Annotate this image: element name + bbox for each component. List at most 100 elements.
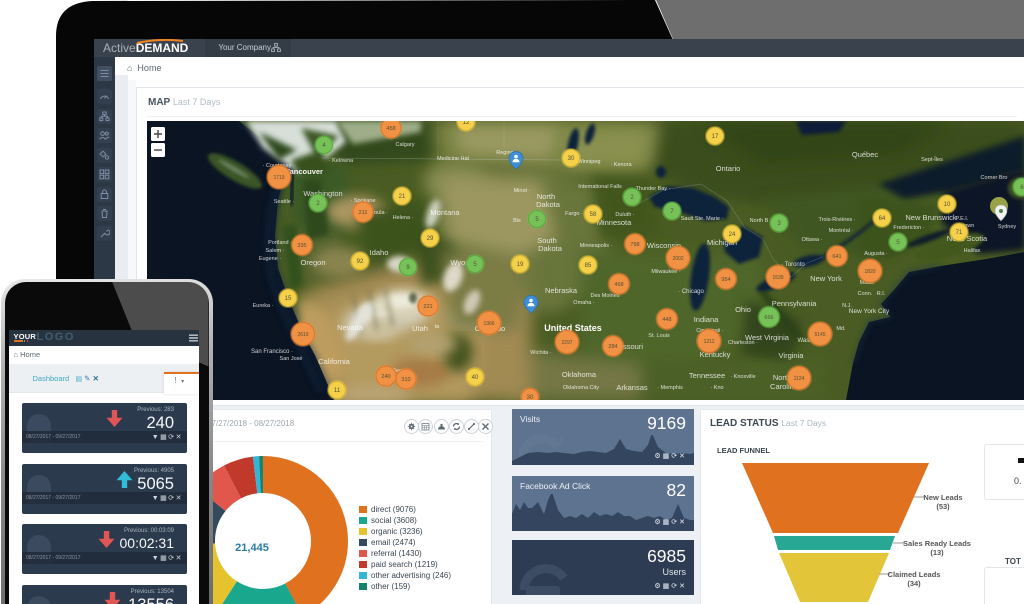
svg-text:Winnipeg: Winnipeg bbox=[578, 159, 601, 165]
svg-text:4: 4 bbox=[322, 143, 326, 149]
svg-text:Seattle ·: Seattle · bbox=[274, 199, 295, 205]
svg-text:Salem ·: Salem · bbox=[266, 248, 285, 254]
svg-text:West Virginia: West Virginia bbox=[745, 333, 790, 342]
svg-text:Sydney: Sydney bbox=[998, 224, 1017, 230]
svg-text:Medicine Hat: Medicine Hat bbox=[437, 156, 470, 162]
svg-text:New York: New York bbox=[810, 274, 842, 283]
svg-text:284: 284 bbox=[608, 344, 617, 350]
svg-text:Kentucky: Kentucky bbox=[700, 350, 731, 359]
svg-text:Minnesota: Minnesota bbox=[597, 218, 632, 227]
svg-text:6: 6 bbox=[1020, 185, 1024, 191]
svg-text:Sault Ste. Marie ·: Sault Ste. Marie · bbox=[681, 216, 724, 222]
svg-text:954: 954 bbox=[721, 277, 730, 283]
svg-text:85: 85 bbox=[585, 263, 592, 269]
svg-text:New Leads: New Leads bbox=[923, 493, 962, 502]
svg-text:Ottawa ·: Ottawa · bbox=[802, 237, 823, 243]
svg-text:221: 221 bbox=[423, 304, 432, 310]
svg-text:92: 92 bbox=[357, 259, 364, 265]
svg-text:New Brunswick: New Brunswick bbox=[905, 213, 957, 222]
svg-text:Eugene ·: Eugene · bbox=[259, 256, 281, 262]
svg-text:Michigan: Michigan bbox=[707, 238, 737, 247]
svg-text:Minot ·: Minot · bbox=[514, 188, 531, 194]
svg-text:Wyom: Wyom bbox=[450, 258, 471, 267]
svg-text:211: 211 bbox=[359, 210, 368, 216]
svg-text:Trois-Rivières ·: Trois-Rivières · bbox=[818, 217, 855, 223]
svg-text:Mass.: Mass. bbox=[860, 280, 875, 286]
svg-text:Virginia: Virginia bbox=[779, 351, 805, 360]
svg-text:United States: United States bbox=[544, 323, 602, 333]
svg-text:· Kno: · Kno bbox=[710, 385, 723, 391]
svg-text:New York City: New York City bbox=[849, 308, 890, 315]
svg-text:Md.: Md. bbox=[836, 326, 846, 332]
svg-text:California: California bbox=[318, 357, 351, 366]
svg-text:9: 9 bbox=[406, 265, 410, 271]
svg-text:Wisconsin: Wisconsin bbox=[647, 241, 681, 250]
svg-text:Vancouver: Vancouver bbox=[285, 167, 323, 176]
svg-text:1211: 1211 bbox=[704, 339, 715, 345]
svg-text:N.J.: N.J. bbox=[842, 303, 852, 309]
svg-text:Ontario: Ontario bbox=[716, 164, 741, 173]
svg-text:5: 5 bbox=[535, 217, 539, 223]
svg-text:798: 798 bbox=[630, 242, 639, 248]
svg-text:1820: 1820 bbox=[864, 269, 875, 275]
svg-text:2: 2 bbox=[630, 195, 634, 201]
svg-text:South: South bbox=[537, 236, 557, 245]
svg-text:International Falls: International Falls bbox=[578, 184, 622, 190]
svg-text:Indiana: Indiana bbox=[694, 315, 719, 324]
svg-text:Dakota: Dakota bbox=[538, 244, 563, 253]
svg-text:666: 666 bbox=[764, 315, 773, 321]
svg-text:10: 10 bbox=[944, 202, 951, 208]
svg-text:29: 29 bbox=[427, 236, 434, 242]
svg-text:71: 71 bbox=[956, 230, 963, 236]
svg-text:· Spokane: · Spokane bbox=[350, 198, 375, 204]
svg-text:30: 30 bbox=[568, 156, 575, 162]
svg-text:(53): (53) bbox=[936, 502, 950, 511]
svg-text:Corner Bro: Corner Bro bbox=[981, 175, 1008, 181]
svg-text:21,445: 21,445 bbox=[235, 542, 269, 554]
svg-text:Tennessee: Tennessee bbox=[689, 371, 725, 380]
svg-text:335: 335 bbox=[297, 243, 306, 249]
svg-text:North: North bbox=[773, 373, 791, 382]
svg-text:Conn.: Conn. bbox=[858, 291, 873, 297]
svg-text:Duluth ·: Duluth · bbox=[615, 212, 634, 218]
svg-text:30: 30 bbox=[527, 395, 534, 400]
svg-text:Charleston ·: Charleston · bbox=[728, 340, 758, 346]
svg-text:San Francisco ·: San Francisco · bbox=[251, 349, 293, 355]
svg-text:Montréal ·: Montréal · bbox=[829, 228, 854, 234]
svg-text:5: 5 bbox=[896, 240, 900, 246]
svg-text:Sales Ready Leads: Sales Ready Leads bbox=[903, 539, 971, 548]
svg-text:Regina: Regina bbox=[496, 150, 514, 156]
svg-text:240: 240 bbox=[381, 374, 390, 380]
svg-text:19: 19 bbox=[517, 262, 524, 268]
svg-text:San José: San José bbox=[280, 356, 303, 362]
svg-text:Washington: Washington bbox=[303, 189, 342, 198]
svg-text:Oklahoma City: Oklahoma City bbox=[563, 385, 599, 391]
svg-text:Portland ·: Portland · bbox=[268, 240, 292, 246]
svg-text:2002: 2002 bbox=[672, 256, 683, 262]
svg-text:Helena ·: Helena · bbox=[393, 215, 414, 221]
svg-text:oula ·: oula · bbox=[374, 210, 388, 216]
svg-text:Sept-Îles: Sept-Îles bbox=[921, 156, 943, 163]
svg-text:P.E.I.: P.E.I. bbox=[956, 216, 969, 222]
svg-text:5: 5 bbox=[473, 262, 477, 268]
svg-text:Fredericton ·: Fredericton · bbox=[893, 225, 924, 231]
svg-text:North: North bbox=[537, 192, 555, 201]
svg-text:Calgary: Calgary bbox=[396, 142, 415, 148]
svg-text:11: 11 bbox=[334, 388, 341, 394]
svg-text:Des Moines: Des Moines bbox=[590, 293, 619, 299]
svg-text:Carolina: Carolina bbox=[770, 382, 799, 391]
svg-text:· Knoxville: · Knoxville bbox=[730, 374, 755, 380]
svg-text:Arkansas: Arkansas bbox=[616, 383, 648, 392]
svg-text:15: 15 bbox=[285, 296, 292, 302]
svg-text:Wichita ·: Wichita · bbox=[530, 350, 552, 356]
svg-text:· Kelowna: · Kelowna bbox=[329, 158, 354, 164]
svg-text:Halifax: Halifax bbox=[964, 248, 981, 254]
svg-text:(13): (13) bbox=[930, 548, 944, 557]
svg-text:Nevada: Nevada bbox=[337, 323, 364, 332]
svg-text:458: 458 bbox=[386, 126, 395, 132]
svg-text:Claimed Leads: Claimed Leads bbox=[888, 570, 941, 579]
svg-text:Dakota: Dakota bbox=[536, 200, 561, 209]
svg-text:Oregon: Oregon bbox=[300, 258, 325, 267]
svg-text:Montana: Montana bbox=[430, 208, 460, 217]
svg-text:Nova Scotia: Nova Scotia bbox=[947, 234, 988, 243]
